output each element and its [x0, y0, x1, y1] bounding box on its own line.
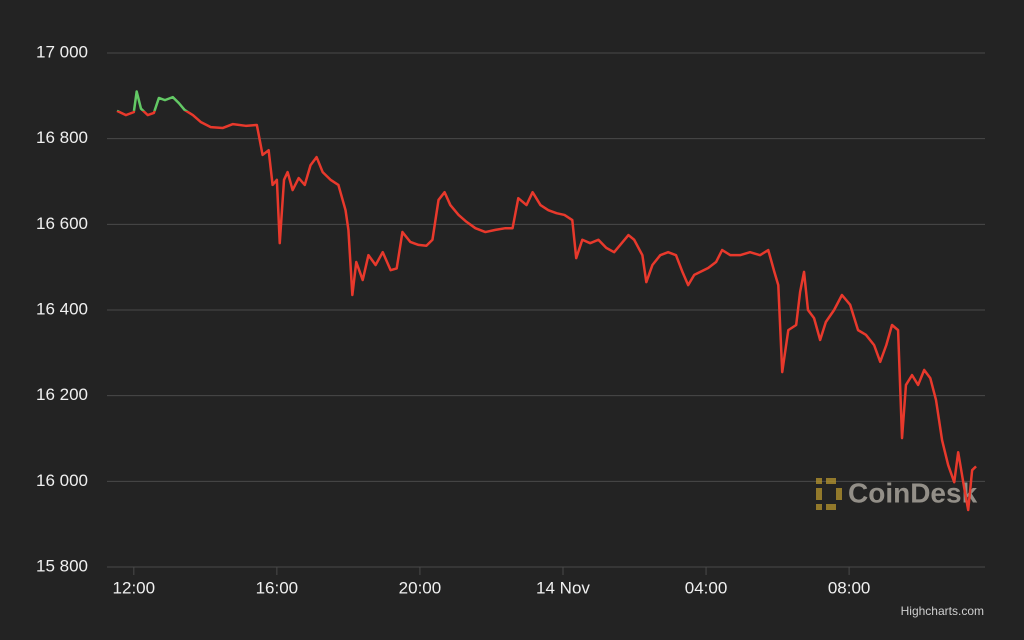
logo-dot: [816, 478, 822, 484]
x-tick-label: 04:00: [685, 578, 728, 597]
y-tick-label: 16 400: [36, 299, 88, 318]
x-tick-label: 12:00: [113, 578, 156, 597]
y-tick-label: 16 600: [36, 214, 88, 233]
logo-dot: [816, 488, 822, 500]
y-tick-label: 16 000: [36, 471, 88, 490]
credit: Highcharts.com: [901, 604, 984, 618]
y-tick-label: 16 200: [36, 385, 88, 404]
y-tick-label: 17 000: [36, 42, 88, 61]
x-tick-label: 08:00: [828, 578, 871, 597]
price-line: [116, 110, 977, 512]
x-tick-label: 20:00: [399, 578, 442, 597]
y-tick-label: 16 800: [36, 128, 88, 147]
plot: [116, 90, 977, 512]
logo-dot: [836, 488, 842, 500]
x-tick-label: 16:00: [256, 578, 299, 597]
y-tick-label: 15 800: [36, 556, 88, 575]
logo-dot: [816, 504, 822, 510]
grid: [107, 52, 985, 568]
watermark-text: CoinDesk: [848, 477, 978, 508]
watermark: CoinDesk: [816, 477, 978, 510]
x-tick-label: 14 Nov: [536, 578, 590, 597]
logo-dot: [826, 478, 836, 484]
logo-dot: [826, 504, 836, 510]
